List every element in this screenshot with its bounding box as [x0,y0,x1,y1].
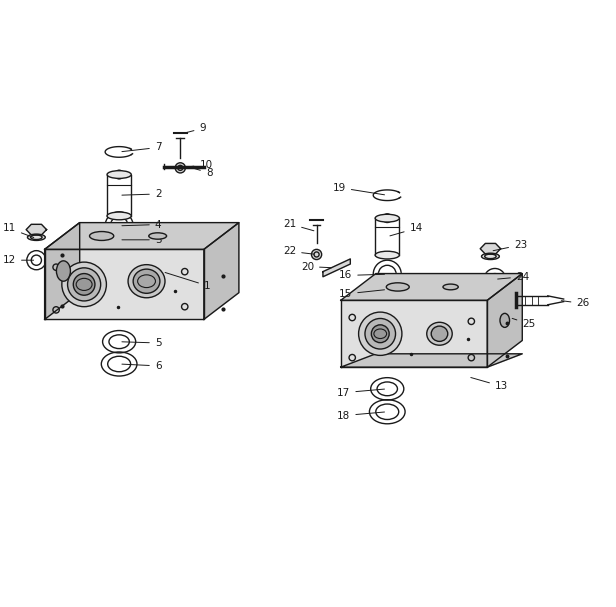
Ellipse shape [375,214,399,222]
Ellipse shape [431,326,448,341]
Text: 3: 3 [122,235,161,245]
Polygon shape [480,243,501,254]
Text: 2: 2 [122,189,161,199]
Ellipse shape [57,261,70,281]
Text: 21: 21 [283,219,314,231]
Circle shape [359,312,402,356]
Text: 15: 15 [339,289,384,299]
Polygon shape [44,223,79,319]
Circle shape [312,249,322,260]
Polygon shape [204,223,239,319]
Text: 25: 25 [512,319,535,329]
Circle shape [175,163,185,173]
Circle shape [365,319,395,349]
Text: 9: 9 [183,123,206,134]
Ellipse shape [427,322,452,345]
Text: 4: 4 [122,220,161,229]
Text: 12: 12 [2,255,34,265]
Polygon shape [44,249,204,319]
Ellipse shape [386,283,409,291]
Ellipse shape [107,171,131,178]
Ellipse shape [28,234,46,240]
Circle shape [62,262,107,307]
Text: 22: 22 [283,246,314,256]
Polygon shape [44,223,239,249]
Ellipse shape [482,253,500,260]
Polygon shape [487,274,522,367]
Circle shape [68,268,100,301]
Text: 17: 17 [337,388,384,398]
Polygon shape [323,259,351,277]
Ellipse shape [133,269,160,293]
Text: 26: 26 [561,299,590,308]
Text: 6: 6 [122,361,161,371]
Polygon shape [26,225,47,235]
Text: 19: 19 [333,183,384,195]
Ellipse shape [443,284,458,290]
Polygon shape [341,274,522,300]
Text: 18: 18 [337,410,384,421]
Text: 20: 20 [301,262,331,271]
Ellipse shape [148,233,166,239]
Ellipse shape [128,265,165,298]
Circle shape [73,274,95,295]
Ellipse shape [89,231,114,240]
Text: 11: 11 [2,223,34,237]
Text: 8: 8 [190,168,213,178]
Text: 13: 13 [471,378,508,392]
Ellipse shape [500,313,509,327]
Text: 10: 10 [183,160,213,170]
Text: 1: 1 [165,273,211,291]
Ellipse shape [107,212,131,220]
Text: 23: 23 [493,240,527,251]
Text: 5: 5 [122,338,161,348]
Text: 16: 16 [339,271,384,280]
Text: 24: 24 [498,272,529,282]
Text: 14: 14 [390,223,423,236]
Polygon shape [341,354,522,367]
Circle shape [371,325,389,343]
Ellipse shape [375,251,399,259]
Polygon shape [341,300,487,367]
Text: 7: 7 [122,143,161,152]
